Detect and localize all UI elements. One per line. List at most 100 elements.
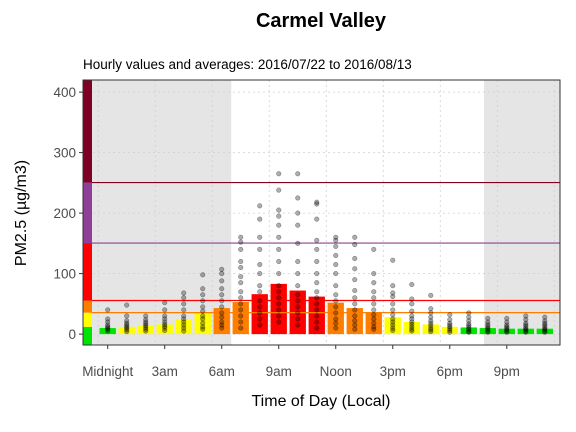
hourly-point: [238, 295, 244, 301]
hourly-point: [409, 301, 415, 307]
hourly-point: [390, 327, 396, 334]
aqi-scale-band-4: [83, 182, 92, 244]
hourly-point: [200, 326, 206, 332]
bar-hour-7: [232, 302, 249, 335]
hourly-point: [352, 287, 358, 294]
hourly-point: [466, 314, 472, 320]
hourly-point: [428, 318, 434, 324]
hourly-point: [105, 326, 111, 332]
x-tick-label: 3pm: [380, 364, 406, 379]
hourly-point: [390, 290, 396, 296]
hourly-point: [542, 326, 548, 332]
x-tick-label: 9am: [266, 364, 292, 379]
hourly-point: [542, 328, 548, 334]
hourly-point: [447, 320, 453, 326]
hourly-point: [124, 320, 130, 326]
hourly-point: [409, 296, 415, 302]
hourly-point: [200, 324, 206, 330]
hourly-point: [352, 234, 358, 240]
hourly-point: [257, 289, 263, 295]
hourly-point: [276, 213, 282, 219]
hourly-point: [466, 326, 472, 332]
hourly-point: [504, 325, 510, 331]
hourly-point: [390, 319, 396, 325]
hourly-point: [295, 310, 301, 316]
hourly-point: [238, 289, 244, 295]
hourly-point: [124, 327, 130, 333]
hourly-point: [181, 328, 187, 334]
hourly-point: [295, 222, 301, 228]
hourly-point: [371, 295, 377, 301]
hourly-point: [124, 325, 130, 331]
hourly-point: [295, 210, 301, 216]
hourly-point: [428, 320, 434, 326]
hourly-point: [542, 327, 548, 333]
hourly-point: [295, 283, 301, 289]
hourly-point: [409, 308, 415, 314]
hourly-point: [276, 295, 282, 301]
bar-hour-15: [384, 317, 401, 335]
hourly-point: [314, 301, 320, 307]
bar-hour-4: [175, 318, 192, 335]
bar-hour-21: [498, 328, 515, 335]
hourly-point: [105, 322, 111, 328]
hourly-point: [504, 319, 510, 325]
hourly-point: [447, 322, 453, 328]
hourly-point: [542, 324, 548, 330]
hourly-point: [466, 310, 472, 316]
hourly-point: [238, 274, 244, 280]
hourly-point: [390, 312, 396, 318]
hourly-point: [371, 280, 377, 286]
hourly-point: [181, 290, 187, 296]
hourly-point: [295, 195, 301, 201]
hourly-point: [352, 295, 358, 301]
plot-frame: [82, 79, 561, 346]
bar-hour-1: [118, 326, 135, 335]
hourly-point: [428, 329, 434, 335]
hourly-point: [485, 323, 491, 329]
hourly-point: [371, 289, 377, 295]
hourly-point: [276, 271, 282, 277]
hourly-point: [542, 329, 548, 335]
hourly-point: [333, 304, 339, 310]
hourly-point: [390, 322, 396, 328]
hourly-point: [219, 310, 225, 316]
hourly-point: [143, 313, 149, 319]
hourly-point: [200, 316, 206, 322]
bar-hour-18: [441, 326, 458, 335]
hourly-point: [371, 271, 377, 277]
hourly-point: [238, 234, 244, 240]
hourly-point: [295, 240, 301, 246]
hourly-point: [257, 304, 263, 310]
hourly-point: [219, 304, 225, 310]
hourly-point: [428, 306, 434, 312]
x-tick-label: Midnight: [82, 364, 133, 379]
hourly-point: [295, 292, 301, 298]
hourly-point: [523, 329, 529, 335]
plot-area: 0 100 200 300 400 Midnight 3am 6am 9am Noon 3pm 6pm…: [53, 79, 561, 379]
hourly-point: [523, 322, 529, 328]
hourly-point: [181, 322, 187, 328]
hourly-point: [257, 310, 263, 316]
hourly-point: [333, 310, 339, 316]
bar-hour-22: [517, 328, 534, 335]
hourly-point: [200, 308, 206, 314]
hourly-point: [409, 324, 415, 330]
hourly-point: [352, 266, 358, 272]
hourly-point: [504, 324, 510, 330]
hourly-point: [181, 301, 187, 307]
hourly-point: [485, 315, 491, 321]
hourly-point: [219, 278, 225, 284]
hourly-point: [352, 242, 358, 248]
hourly-point: [390, 325, 396, 331]
hourly-point: [314, 271, 320, 277]
y-tick-label: 200: [53, 206, 76, 221]
bar-hour-5: [194, 312, 211, 335]
hourly-point: [485, 319, 491, 325]
aqi-scale-band-1: [83, 312, 92, 327]
hourly-point: [219, 319, 225, 325]
bar-hour-3: [156, 324, 173, 335]
hourly-point: [162, 323, 168, 329]
hourly-point: [257, 246, 263, 252]
hourly-point: [276, 187, 282, 193]
